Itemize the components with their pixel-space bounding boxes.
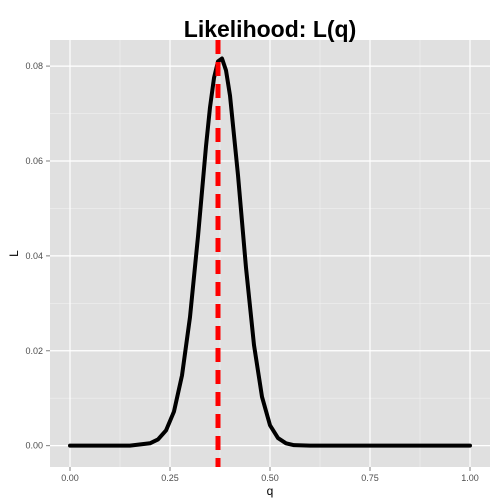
y-tick-label: 0.04: [25, 251, 43, 261]
x-tick-label: 0.00: [61, 473, 79, 483]
series-layer: [68, 56, 472, 448]
major-grid: [50, 40, 490, 467]
y-tick-label: 0.02: [25, 346, 43, 356]
chart-title: Likelihood: L(q): [184, 16, 356, 42]
x-tick-label: 0.50: [261, 473, 279, 483]
y-tick-label: 0.00: [25, 441, 43, 451]
likelihood-line: [68, 56, 472, 448]
x-tick-label: 1.00: [461, 473, 479, 483]
y-axis: 0.00 0.02 0.04 0.06 0.08: [25, 61, 50, 451]
y-tick-label: 0.06: [25, 156, 43, 166]
x-tick-label: 0.25: [161, 473, 179, 483]
y-tick-label: 0.08: [25, 61, 43, 71]
y-axis-title: L: [7, 250, 21, 257]
x-tick-label: 0.75: [361, 473, 379, 483]
x-axis-title: q: [267, 484, 274, 498]
x-axis: 0.00 0.25 0.50 0.75 1.00: [61, 467, 479, 483]
